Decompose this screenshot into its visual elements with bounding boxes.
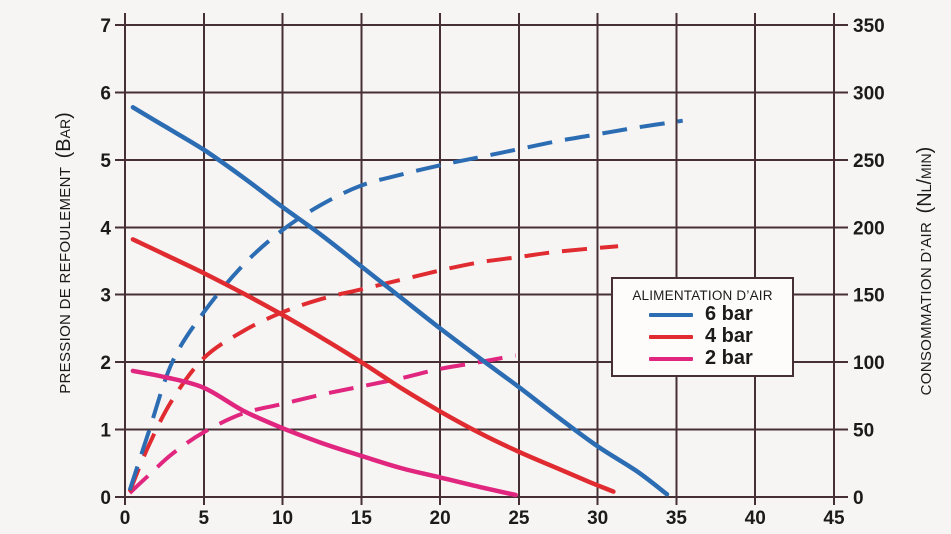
curves	[127, 105, 684, 498]
legend-swatch-4bar	[649, 334, 693, 339]
y-right-tick-100: 100	[853, 353, 885, 374]
y-left-axis-unit: (Bar)	[53, 112, 75, 159]
x-tick-0: 0	[120, 508, 131, 529]
y-left-axis-title: PRESSION DE REFOULEMENT (Bar)	[51, 23, 77, 483]
curve-pressure-6bar	[130, 105, 670, 497]
legend-label-4bar: 4 bar	[705, 325, 753, 347]
x-tick-20: 20	[430, 508, 451, 529]
curve-consumption-4bar	[127, 244, 619, 493]
legend-title: ALIMENTATION D’AIR	[632, 288, 773, 303]
y-right-tick-200: 200	[853, 218, 885, 239]
y-right-tick-250: 250	[853, 151, 885, 172]
x-tick-40: 40	[745, 508, 766, 529]
legend-item-2bar: 2 bar	[649, 347, 792, 369]
y-left-tick-5: 5	[100, 151, 111, 172]
legend-swatch-6bar	[649, 312, 693, 317]
x-tick-5: 5	[198, 508, 209, 529]
y-left-axis-label: PRESSION DE REFOULEMENT	[57, 166, 74, 394]
y-left-tick-4: 4	[100, 218, 111, 239]
y-left-tick-6: 6	[100, 83, 111, 104]
legend-swatch-2bar	[649, 356, 693, 361]
y-right-axis-label: CONSOMMATION D’AIR	[918, 221, 935, 396]
y-left-tick-2: 2	[100, 353, 111, 374]
y-left-tick-0: 0	[100, 488, 111, 509]
y-left-tick-1: 1	[100, 421, 111, 442]
y-right-tick-300: 300	[853, 83, 885, 104]
x-tick-35: 35	[666, 508, 688, 529]
legend-item-4bar: 4 bar	[649, 325, 792, 347]
y-right-tick-150: 150	[853, 286, 885, 307]
y-right-tick-50: 50	[853, 421, 874, 442]
y-right-axis-unit: (Nl/min)	[914, 146, 936, 214]
y-right-tick-0: 0	[853, 488, 864, 509]
y-right-axis-title: CONSOMMATION D’AIR (Nl/min)	[912, 41, 938, 501]
legend-box: ALIMENTATION D’AIR 6 bar 4 bar 2 bar	[611, 277, 794, 377]
x-tick-10: 10	[272, 508, 293, 529]
legend-label-2bar: 2 bar	[705, 347, 753, 369]
y-left-tick-3: 3	[100, 286, 111, 307]
x-tick-45: 45	[823, 508, 845, 529]
legend-item-6bar: 6 bar	[649, 303, 792, 325]
curve-consumption-6bar	[127, 118, 684, 491]
legend-label-6bar: 6 bar	[705, 303, 753, 325]
x-tick-25: 25	[508, 508, 530, 529]
curve-pressure-4bar	[130, 237, 616, 494]
curve-consumption-2bar	[128, 353, 517, 495]
y-left-tick-7: 7	[100, 16, 111, 37]
y-right-tick-350: 350	[853, 16, 885, 37]
gridlines	[115, 13, 848, 505]
x-tick-30: 30	[587, 508, 608, 529]
curve-pressure-2bar	[130, 368, 518, 498]
x-tick-15: 15	[351, 508, 373, 529]
